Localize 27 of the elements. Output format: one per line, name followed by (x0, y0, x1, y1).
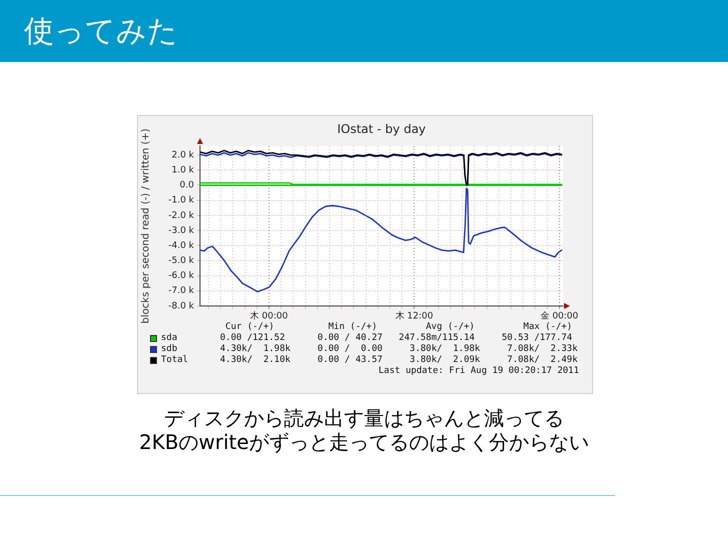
text: Cur (-/+) Min (-/+) Avg (-/+) Max (-/+) (225, 322, 572, 333)
legend-label: Total (161, 355, 190, 366)
x-tick-label: 木 00:00 (250, 310, 288, 322)
y-tick-label: -1.0 k (168, 196, 195, 206)
text: 0.00 /121.52 0.00 / 40.27 247.58m/115.14 50.53 /177.74 (220, 333, 572, 344)
y-tick-label: -2.0 k (168, 210, 195, 221)
text: ディスクから読み出す量はちゃんと減ってる (163, 405, 565, 431)
y-axis-title: blocks per second read (-) / written (+) (140, 128, 152, 324)
y-tick-label: 0.0 (180, 180, 194, 191)
text: 4.30k/ 2.10k 0.00 / 43.57 3.80k/ 2.09k 7.08k/ 2.49k (220, 355, 578, 366)
chart-title: 使ってみた (24, 13, 178, 51)
text: 2KBのwriteがずっと走ってるのはよく分からない (138, 429, 590, 455)
y-tick-label: -8.0 k (168, 301, 195, 312)
text: Last update: Fri Aug 19 00:20:17 2011 (378, 366, 579, 377)
y-tick-label: 1.0 k (172, 165, 195, 176)
x-tick-label: 木 12:00 (395, 310, 434, 322)
y-tick-label: -3.0 k (168, 226, 195, 236)
text: 4.30k/ 1.98k 0.00 / 0.00 3.80k/ 1.98k 7.08k/ 2.33k (220, 344, 578, 355)
y-tick-label: -7.0 k (168, 286, 195, 296)
y-tick-label: 2.0 k (172, 150, 195, 160)
legend-label: sdb (161, 344, 178, 355)
chart-subtitle: IOstat - by day (337, 121, 426, 137)
x-tick-label: 金 00:00 (540, 310, 579, 322)
legend-label: sda (161, 333, 178, 344)
y-tick-label: -6.0 k (168, 271, 195, 282)
y-tick-label: -4.0 k (168, 240, 195, 251)
y-tick-label: -5.0 k (168, 256, 195, 266)
